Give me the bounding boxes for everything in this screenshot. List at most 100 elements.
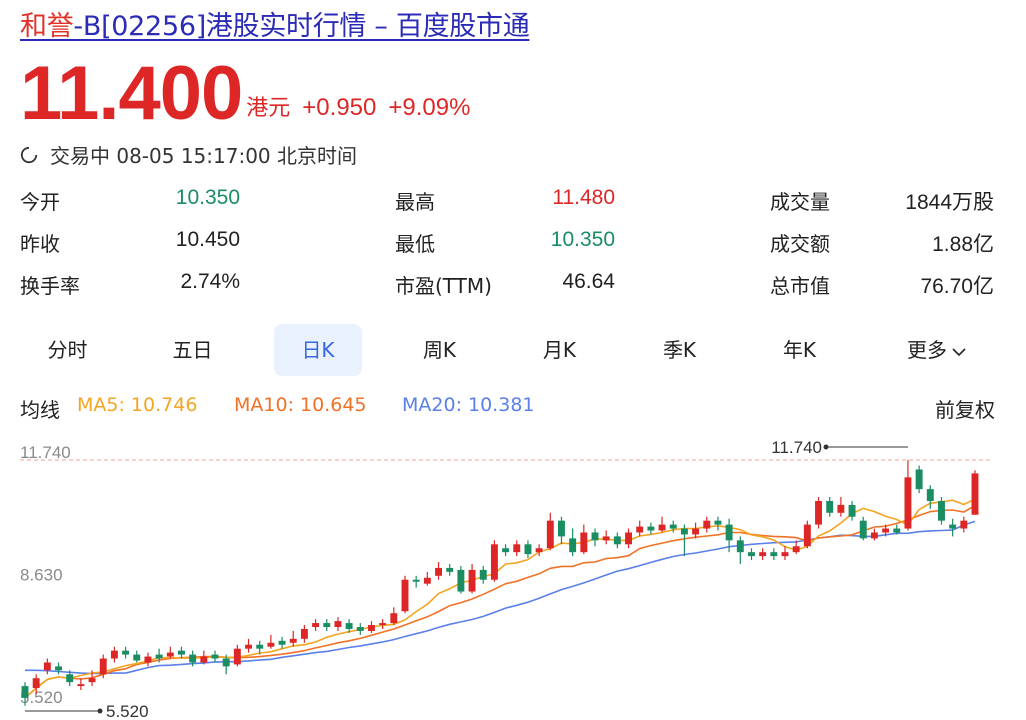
candle-body bbox=[379, 623, 387, 626]
ma10-line bbox=[24, 505, 976, 699]
price-change-percent: +9.09% bbox=[388, 94, 471, 121]
candle-body bbox=[178, 650, 185, 655]
stat-value-pe: 46.64 bbox=[562, 270, 615, 293]
ma5-line bbox=[24, 498, 976, 699]
tab-quarterly-k[interactable]: 季K bbox=[662, 338, 697, 362]
stock-name[interactable]: 和誉 bbox=[20, 11, 74, 42]
candle-body bbox=[938, 500, 945, 521]
candle-body bbox=[233, 648, 241, 665]
tab-five-day[interactable]: 五日 bbox=[172, 338, 213, 362]
candle-body bbox=[278, 640, 286, 645]
candle-body bbox=[267, 642, 275, 647]
candle-body bbox=[446, 567, 454, 572]
y-axis-label: 8.630 bbox=[20, 566, 63, 585]
candle-body bbox=[479, 569, 487, 580]
stat-label-open: 今开 bbox=[20, 190, 60, 214]
stat-value-turnover: 2.74% bbox=[180, 270, 240, 293]
candle-body bbox=[647, 526, 655, 531]
stat-value-volume: 1844万股 bbox=[905, 191, 994, 214]
tab-more[interactable]: 更多 bbox=[882, 324, 992, 376]
candle-body bbox=[625, 532, 632, 545]
tab-more-label: 更多 bbox=[907, 338, 947, 362]
candle-body bbox=[513, 544, 521, 553]
candle-body bbox=[580, 532, 588, 553]
tab-monthly-k[interactable]: 月K bbox=[542, 338, 577, 362]
y-axis-label: 11.740 bbox=[20, 443, 71, 462]
adjust-selector[interactable]: 前复权 bbox=[935, 398, 995, 422]
candle-body bbox=[88, 678, 96, 683]
candle-body bbox=[412, 579, 420, 582]
max-annotation-dot bbox=[823, 444, 829, 450]
tab-yearly-k[interactable]: 年K bbox=[782, 338, 817, 362]
stat-value-low: 10.350 bbox=[550, 228, 615, 251]
price-block: 11.400 港元 +0.950 +9.09% bbox=[20, 52, 470, 132]
candle-body bbox=[32, 678, 40, 689]
tab-weekly-k[interactable]: 周K bbox=[422, 338, 457, 362]
min-price-annotation: 5.520 bbox=[106, 702, 149, 720]
candle-body bbox=[166, 652, 174, 657]
candle-body bbox=[882, 528, 890, 533]
trading-status-text: 交易中 08-05 15:17:00 北京时间 bbox=[50, 144, 358, 168]
candle-body bbox=[658, 524, 666, 531]
candle-body bbox=[949, 524, 957, 529]
candle-body bbox=[222, 658, 230, 667]
candle-body bbox=[21, 686, 29, 698]
stat-value-prev-close: 10.450 bbox=[175, 228, 240, 251]
candle-body bbox=[859, 520, 867, 539]
tab-daily-k[interactable]: 日K bbox=[274, 324, 362, 376]
stat-label-low: 最低 bbox=[395, 232, 435, 256]
candle-body bbox=[144, 656, 152, 663]
candle-body bbox=[155, 654, 163, 659]
ma20-line bbox=[25, 520, 976, 675]
candle-body bbox=[245, 644, 252, 649]
candle-body bbox=[725, 524, 733, 541]
stat-value-amount: 1.88亿 bbox=[932, 233, 994, 256]
candle-body bbox=[77, 684, 85, 687]
candle-body bbox=[334, 621, 342, 628]
candle-body bbox=[803, 524, 811, 547]
candle-body bbox=[66, 674, 74, 683]
candle-body bbox=[468, 569, 476, 592]
candle-body bbox=[390, 613, 398, 624]
candle-body bbox=[680, 528, 688, 535]
candle-body bbox=[133, 654, 141, 661]
stock-title-rest[interactable]: -B[02256]港股实时行情 – 百度股市通 bbox=[73, 11, 530, 42]
candle-body bbox=[490, 544, 498, 580]
candle-body bbox=[748, 552, 755, 557]
candle-body bbox=[43, 662, 51, 671]
min-annotation-dot bbox=[97, 708, 103, 714]
candle-body bbox=[971, 473, 979, 515]
candle-body bbox=[189, 654, 197, 663]
candle-body bbox=[55, 666, 62, 671]
stat-label-market-cap: 总市值 bbox=[770, 274, 830, 298]
candle-body bbox=[826, 500, 834, 513]
stat-label-high: 最高 bbox=[395, 190, 435, 214]
candle-body bbox=[770, 552, 778, 557]
price-unit: 港元 bbox=[246, 96, 291, 121]
candle-body bbox=[122, 650, 130, 655]
candle-body bbox=[569, 538, 577, 553]
candle-body bbox=[558, 520, 565, 537]
candle-body bbox=[546, 520, 554, 549]
candle-body bbox=[502, 548, 510, 553]
stat-label-amount: 成交额 bbox=[770, 232, 830, 256]
loading-spinner-icon bbox=[20, 146, 38, 163]
ma10-value: MA10: 10.645 bbox=[234, 394, 367, 416]
stat-value-high: 11.480 bbox=[552, 186, 615, 209]
page-title-link[interactable]: 和誉-B[02256]港股实时行情 – 百度股市通 bbox=[20, 4, 530, 43]
stat-label-volume: 成交量 bbox=[770, 190, 830, 214]
stat-label-pe: 市盈(TTM) bbox=[395, 274, 492, 298]
candle-body bbox=[960, 520, 968, 529]
chart-period-tabs: 分时 五日 日K 周K 月K 季K 年K 更多 bbox=[20, 324, 1000, 376]
ma-legend-label: 均线 bbox=[20, 398, 60, 422]
candle-body bbox=[524, 544, 532, 555]
candle-body bbox=[781, 552, 789, 557]
candle-body bbox=[535, 548, 543, 553]
candle-body bbox=[613, 536, 621, 545]
candle-body bbox=[200, 656, 208, 663]
candle-body bbox=[312, 623, 320, 628]
candle-body bbox=[692, 528, 700, 535]
candle-body bbox=[457, 569, 465, 592]
tab-intraday[interactable]: 分时 bbox=[47, 338, 88, 362]
